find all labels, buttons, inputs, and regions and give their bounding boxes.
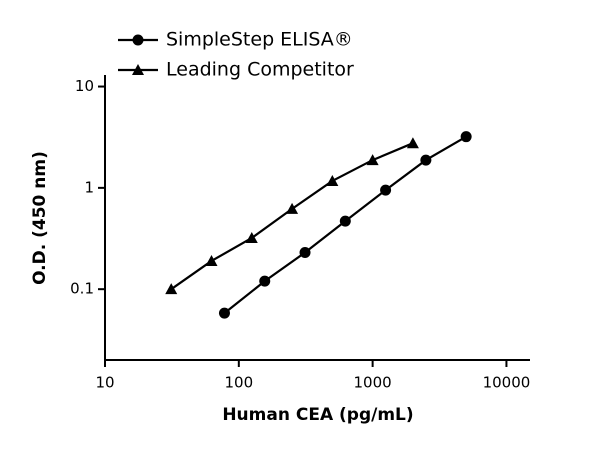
y-axis-title: O.D. (450 nm) <box>30 151 50 285</box>
legend-label: SimpleStep ELISA® <box>166 29 353 51</box>
y-tick-label: 0.1 <box>70 280 94 298</box>
triangle-marker <box>366 154 379 166</box>
legend-label: Leading Competitor <box>166 59 354 81</box>
x-tick-label: 1000 <box>354 374 392 392</box>
y-tick-label: 1 <box>84 178 94 196</box>
series-line <box>170 142 414 291</box>
x-tick-label: 10000 <box>483 374 531 392</box>
triangle-marker <box>326 174 339 186</box>
triangle-marker <box>406 137 419 149</box>
triangle-marker <box>286 202 299 214</box>
circle-marker <box>259 275 271 287</box>
triangle-marker <box>165 283 178 295</box>
x-axis-title: Human CEA (pg/mL) <box>222 405 413 425</box>
circle-marker <box>299 247 311 259</box>
circle-marker <box>339 215 351 227</box>
circle-marker <box>460 131 472 143</box>
circle-marker <box>218 307 230 319</box>
triangle-marker <box>245 232 258 244</box>
x-tick-label: 100 <box>224 374 253 392</box>
circle-marker <box>132 34 144 46</box>
y-tick-label: 10 <box>75 77 94 95</box>
triangle-marker <box>205 254 218 266</box>
x-tick-label: 10 <box>95 374 114 392</box>
triangle-marker <box>132 64 144 75</box>
circle-marker <box>420 154 432 166</box>
circle-marker <box>380 184 392 196</box>
